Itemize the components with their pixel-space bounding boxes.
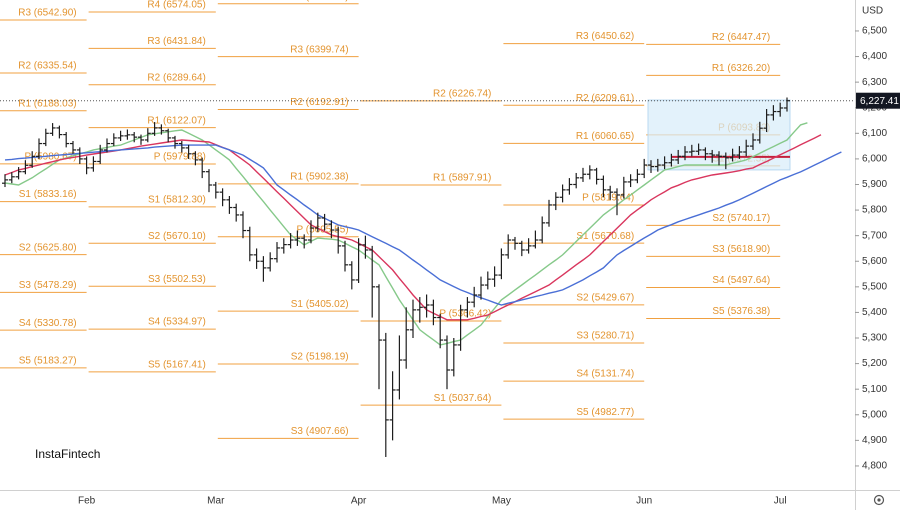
pivot-label: S4 (5497.64) xyxy=(712,275,770,286)
y-tick-label: 5,400 xyxy=(862,307,887,318)
y-tick-label: 5,100 xyxy=(862,384,887,395)
pivot-label: S5 (5376.38) xyxy=(712,306,770,317)
pivot-label: R4 (6574.05) xyxy=(147,0,205,11)
pivot-label: R3 (6399.74) xyxy=(290,44,348,55)
y-tick-label: 5,900 xyxy=(862,179,887,190)
y-tick-label: 5,600 xyxy=(862,256,887,267)
pivot-label: S4 (5330.78) xyxy=(19,318,77,329)
logo: InstaFintech xyxy=(35,447,100,461)
pivot-label: R3 (6431.84) xyxy=(147,36,205,47)
pivot-label: S1 (5037.64) xyxy=(434,393,492,404)
pivot-label: S3 (5280.71) xyxy=(576,331,634,342)
y-tick-label: 6,100 xyxy=(862,128,887,139)
pivot-label: S3 (5502.53) xyxy=(148,274,206,285)
currency-label: USD xyxy=(862,6,883,17)
moving-average-line xyxy=(4,144,842,306)
pivot-label: R4 (6606.56) xyxy=(290,0,348,2)
pivot-label: S5 (5167.41) xyxy=(148,360,206,371)
pivot-label: S3 (5478.29) xyxy=(19,280,77,291)
pivot-label: R2 (6226.74) xyxy=(433,89,491,100)
pivot-label: R1 (5902.38) xyxy=(290,172,348,183)
pivot-label: R1 (6188.03) xyxy=(18,98,76,109)
pivot-label: R2 (6289.64) xyxy=(147,72,205,83)
pivot-label: S5 (5183.27) xyxy=(19,356,77,367)
y-tick-label: 5,200 xyxy=(862,358,887,369)
x-tick-label: Mar xyxy=(207,496,225,507)
x-tick-label: Jun xyxy=(636,496,652,507)
pivot-label: S2 (5740.17) xyxy=(712,213,770,224)
pivot-label: R2 (6209.61) xyxy=(576,93,634,104)
y-tick-label: 5,000 xyxy=(862,409,887,420)
pivot-label: S3 (5618.90) xyxy=(712,244,770,255)
x-tick-label: May xyxy=(492,496,511,507)
plot-area: R3 (6542.90) R2 (6335.54) R1 (6188.03) P (5… xyxy=(0,0,855,457)
ohlc-bars xyxy=(2,97,790,457)
pivot-label: R1 (6326.20) xyxy=(712,63,770,74)
y-tick-label: 4,900 xyxy=(862,435,887,446)
pivot-label: S3 (4907.66) xyxy=(291,426,349,437)
pivot-label: R2 (6192.91) xyxy=(290,97,348,108)
pivot-label: S1 (5405.02) xyxy=(291,299,349,310)
pivot-label: S2 (5670.10) xyxy=(148,231,206,242)
pivot-label: R1 (5897.91) xyxy=(433,173,491,184)
pivot-label: R3 (6450.62) xyxy=(576,31,634,42)
pivot-label: P (5366.42) xyxy=(439,309,491,320)
pivot-label: S5 (4982.77) xyxy=(576,407,634,418)
pivot-label: S2 (5429.67) xyxy=(576,292,634,303)
pivot-label: S4 (5334.97) xyxy=(148,317,206,328)
pivot-label: R2 (6447.47) xyxy=(712,32,770,43)
x-tick-label: Jul xyxy=(774,496,787,507)
y-tick-label: 5,700 xyxy=(862,230,887,241)
settings-icon-ring[interactable] xyxy=(873,494,885,506)
pivot-label: S1 (5833.16) xyxy=(19,189,77,200)
pivot-label: S1 (5670.68) xyxy=(576,231,634,242)
pivot-label: P (5980.67) xyxy=(25,151,77,162)
price-axis-panel xyxy=(855,0,900,510)
y-tick-label: 5,800 xyxy=(862,205,887,216)
x-tick-label: Feb xyxy=(78,496,96,507)
y-tick-label: 6,400 xyxy=(862,51,887,62)
last-price-tag xyxy=(856,92,900,109)
y-tick-label: 5,300 xyxy=(862,333,887,344)
moving-average-line xyxy=(4,134,822,321)
y-tick-label: 6,000 xyxy=(862,154,887,165)
y-tick-label: 5,500 xyxy=(862,281,887,292)
pivot-label: R1 (6060.65) xyxy=(576,131,634,142)
pivot-label: S2 (5198.19) xyxy=(291,352,349,363)
settings-icon-center[interactable] xyxy=(877,498,881,502)
pivot-label: P (5819.64) xyxy=(582,193,634,204)
pivot-label: R2 (6335.54) xyxy=(18,61,76,72)
pivot-label: R1 (6122.07) xyxy=(147,115,205,126)
x-tick-label: Apr xyxy=(351,496,367,507)
pivot-label: S2 (5625.80) xyxy=(19,242,77,253)
pivot-label: S1 (5812.30) xyxy=(148,195,206,206)
pivot-label: R3 (6542.90) xyxy=(18,8,76,19)
pivot-label: P (5979.88) xyxy=(154,152,206,163)
logo-box xyxy=(26,440,106,468)
pivot-label: S4 (5131.74) xyxy=(576,369,634,380)
settings-icon[interactable] xyxy=(873,494,885,506)
last-price-label: 6,227.41 xyxy=(860,96,899,107)
y-tick-label: 6,300 xyxy=(862,77,887,88)
y-tick-label: 6,500 xyxy=(862,26,887,37)
y-tick-label: 4,800 xyxy=(862,461,887,472)
axes: 4,800 4,900 5,000 5,100 5,200 5,300 5,400 5,500… xyxy=(78,26,900,507)
